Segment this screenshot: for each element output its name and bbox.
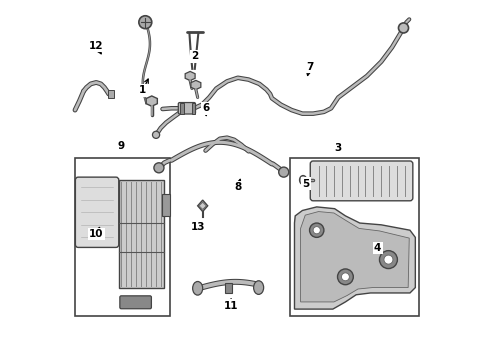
Bar [108, 90, 115, 98]
Circle shape [313, 226, 320, 234]
Ellipse shape [254, 281, 264, 294]
Circle shape [139, 16, 152, 29]
Text: 12: 12 [89, 41, 103, 50]
Bar [180, 103, 184, 114]
Polygon shape [185, 71, 195, 81]
Polygon shape [300, 212, 409, 302]
Text: 6: 6 [202, 103, 209, 113]
Ellipse shape [193, 282, 203, 295]
Circle shape [152, 131, 160, 138]
Polygon shape [146, 96, 157, 106]
Bar [192, 103, 195, 114]
Polygon shape [191, 80, 201, 90]
Text: 11: 11 [223, 301, 238, 311]
Text: 8: 8 [234, 182, 242, 192]
Circle shape [384, 255, 393, 264]
Bar [162, 194, 170, 216]
FancyBboxPatch shape [120, 296, 151, 309]
Text: 1: 1 [139, 85, 147, 95]
Bar [225, 283, 232, 293]
FancyBboxPatch shape [310, 161, 413, 201]
Bar [119, 180, 164, 288]
FancyBboxPatch shape [178, 103, 196, 114]
Polygon shape [199, 202, 206, 210]
Circle shape [338, 269, 353, 285]
Circle shape [310, 223, 324, 237]
Bar [74, 158, 170, 316]
Ellipse shape [299, 176, 307, 184]
Text: 9: 9 [118, 141, 125, 151]
Circle shape [342, 273, 349, 281]
Circle shape [398, 23, 409, 33]
Polygon shape [294, 207, 416, 309]
Text: 5: 5 [302, 179, 310, 189]
Circle shape [154, 163, 164, 173]
Text: 4: 4 [374, 243, 381, 253]
Bar [290, 158, 419, 316]
Circle shape [379, 251, 397, 269]
Text: 7: 7 [306, 62, 313, 72]
FancyBboxPatch shape [75, 177, 119, 247]
Text: 3: 3 [335, 143, 342, 153]
Circle shape [279, 167, 289, 177]
Text: 10: 10 [89, 229, 103, 239]
Text: 2: 2 [191, 51, 198, 61]
Polygon shape [197, 200, 208, 212]
Text: 13: 13 [191, 222, 206, 231]
